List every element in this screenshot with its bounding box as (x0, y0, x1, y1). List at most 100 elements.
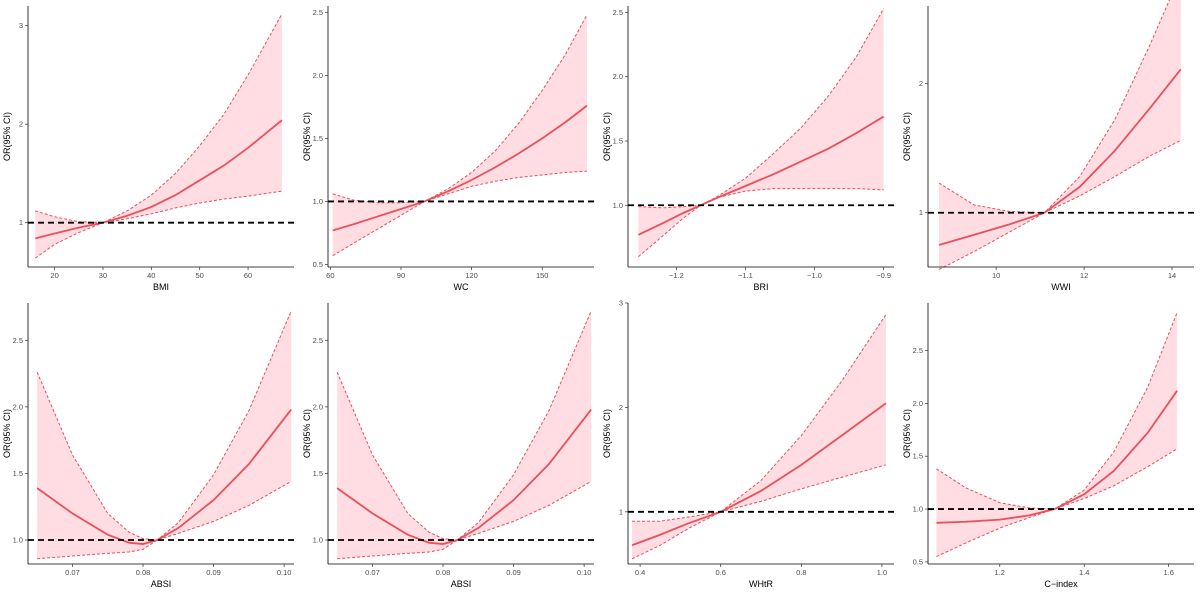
x-tick-label-absi-2: 0.10 (577, 568, 592, 577)
y-tick-label-whtr: 3 (619, 299, 623, 308)
y-tick-label-bri: 1.5 (613, 137, 623, 146)
x-tick-label-whtr: 0.4 (635, 568, 645, 577)
y-tick-label-wc: 1.0 (313, 197, 323, 206)
x-tick-label-bri: −1.0 (807, 271, 822, 280)
or-line-bmi (35, 119, 283, 240)
or-line-bri (637, 115, 885, 236)
upper-ci-line-wwi (938, 0, 1170, 214)
x-tick-label-whtr: 0.8 (796, 568, 806, 577)
upper-ci-line-whtr (632, 314, 887, 522)
y-tick-label-wc: 1.5 (313, 134, 323, 143)
x-tick-label-bri: −0.9 (876, 271, 891, 280)
x-tick-label-bmi: 30 (99, 271, 107, 280)
x-tick-label-absi-1: 0.07 (65, 568, 80, 577)
y-tick-label-absi-1: 2.0 (13, 402, 23, 411)
y-tick-label-bmi: 3 (19, 21, 23, 30)
or-line-wwi (938, 68, 1182, 246)
x-tick-label-wwi: 12 (1080, 271, 1088, 280)
x-tick-label-absi-2: 0.09 (506, 568, 521, 577)
x-tick-label-wc: 60 (326, 271, 334, 280)
x-axis-title-whtr: WHtR (749, 579, 773, 589)
or-line-whtr (631, 402, 887, 547)
ci-band-absi-2 (337, 310, 592, 559)
y-tick-label-bri: 1.0 (613, 201, 623, 210)
chart-panel-c-index: 1.2 1.4 1.6 0.5 1.0 1.5 2.0 2.5 C−index OR(95% CI… (902, 303, 1194, 589)
y-tick-label-bmi: 1 (19, 218, 23, 227)
or-line-wc (332, 104, 588, 232)
y-tick-label-whtr: 2 (619, 403, 623, 412)
x-tick-label-c-index: 1.4 (1079, 568, 1089, 577)
ci-band-wwi (938, 0, 1181, 270)
ci-band-bri (638, 8, 884, 257)
x-tick-label-bmi: 60 (244, 271, 252, 280)
x-tick-label-absi-1: 0.09 (206, 568, 221, 577)
lower-ci-line-whtr (631, 464, 887, 560)
y-axis-title-c-index: OR(95% CI) (902, 409, 912, 458)
ci-band-absi-1 (37, 310, 292, 559)
x-tick-label-absi-2: 0.08 (436, 568, 451, 577)
x-tick-label-absi-1: 0.08 (136, 568, 151, 577)
y-tick-label-absi-1: 1.5 (13, 469, 23, 478)
y-tick-label-absi-2: 2.5 (313, 336, 323, 345)
x-tick-label-bri: −1.1 (738, 271, 753, 280)
lower-ci-line-bmi (34, 190, 282, 259)
upper-ci-line-bri (638, 8, 885, 209)
y-axis-title-whtr: OR(95% CI) (602, 409, 612, 458)
lower-ci-line-wc (332, 170, 587, 257)
or-line-absi-1 (36, 408, 292, 545)
x-tick-label-bmi: 20 (50, 271, 58, 280)
chart-panel-wc: 60 90 120 150 0.5 1.0 1.5 2.0 2.5 WC OR(95% CI) (302, 6, 594, 292)
x-axis-title-c-index: C−index (1044, 579, 1078, 589)
y-tick-label-bmi: 2 (19, 120, 23, 129)
x-tick-label-whtr: 1.0 (877, 568, 887, 577)
y-tick-label-bri: 2.0 (613, 72, 623, 81)
chart-panel-absi-2: 0.07 0.08 0.09 0.10 1.0 1.5 2.0 2.5 ABSI OR(95% C… (302, 303, 594, 589)
y-tick-label-c-index: 2.0 (913, 399, 923, 408)
y-tick-label-c-index: 2.5 (913, 346, 923, 355)
chart-panel-absi-1: 0.07 0.08 0.09 0.10 1.0 1.5 2.0 2.5 ABSI OR(95% C… (2, 303, 294, 589)
upper-ci-line-bmi (35, 13, 283, 224)
x-tick-label-wc: 90 (397, 271, 405, 280)
lower-ci-line-wwi (938, 139, 1182, 271)
x-axis-title-bri: BRI (753, 282, 768, 292)
y-tick-label-bri: 2.5 (613, 8, 623, 17)
or-line-absi-2 (336, 408, 592, 545)
x-tick-label-bmi: 50 (196, 271, 204, 280)
ci-band-bmi (35, 13, 282, 259)
lower-ci-line-bri (638, 188, 884, 258)
x-tick-label-bmi: 40 (147, 271, 155, 280)
x-tick-label-whtr: 0.6 (715, 568, 725, 577)
lower-ci-line-absi-1 (37, 481, 292, 560)
y-tick-label-absi-1: 1.0 (13, 536, 23, 545)
y-tick-label-c-index: 1.5 (913, 452, 923, 461)
x-tick-label-wc: 120 (465, 271, 478, 280)
ci-band-whtr (632, 314, 886, 559)
or-line-c-index (936, 390, 1178, 524)
x-axis-title-wwi: WWI (1051, 282, 1071, 292)
y-tick-label-c-index: 1.0 (913, 505, 923, 514)
y-axis-title-absi-2: OR(95% CI) (302, 409, 312, 458)
y-axis-title-absi-1: OR(95% CI) (2, 409, 12, 458)
ci-band-c-index (936, 312, 1178, 557)
y-axis-title-bri: OR(95% CI) (602, 112, 612, 161)
y-tick-label-absi-2: 2.0 (313, 402, 323, 411)
x-axis-title-absi-1: ABSI (151, 579, 172, 589)
chart-panel-whtr: 0.4 0.6 0.8 1.0 1 2 3 WHtR OR(95% CI) (602, 299, 894, 589)
chart-panel-bmi: 20 30 40 50 60 1 2 3 BMI OR(95% CI) (2, 6, 294, 292)
x-tick-label-absi-1: 0.10 (277, 568, 292, 577)
y-axis-title-wwi: OR(95% CI) (902, 112, 912, 161)
y-tick-label-wwi: 1 (919, 208, 923, 217)
x-axis-title-bmi: BMI (153, 282, 169, 292)
y-axis-title-wc: OR(95% CI) (302, 112, 312, 161)
x-tick-label-wwi: 14 (1168, 271, 1176, 280)
x-tick-label-wwi: 10 (992, 271, 1000, 280)
x-tick-label-c-index: 1.6 (1163, 568, 1173, 577)
x-axis-title-wc: WC (454, 282, 469, 292)
y-tick-label-c-index: 0.5 (913, 557, 923, 566)
x-tick-label-c-index: 1.2 (995, 568, 1005, 577)
chart-panel-bri: −1.2 −1.1 −1.0 −0.9 1.0 1.5 2.0 2.5 BRI OR(95% CI… (602, 6, 894, 292)
x-tick-label-absi-2: 0.07 (365, 568, 380, 577)
y-tick-label-absi-2: 1.5 (313, 469, 323, 478)
x-tick-label-wc: 150 (536, 271, 549, 280)
